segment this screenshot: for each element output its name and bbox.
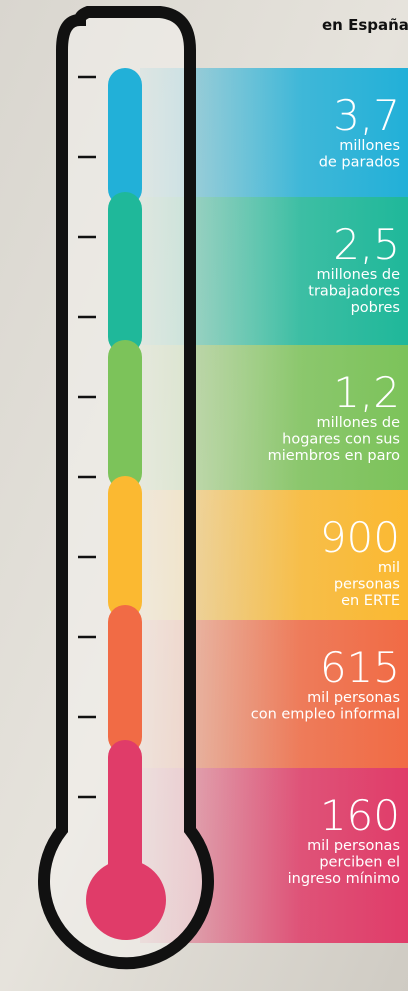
item-text: millones de <box>317 415 401 431</box>
item-text: millones <box>339 138 400 154</box>
item-text: personas <box>334 577 400 593</box>
item-value: 615 <box>320 643 400 692</box>
item-text: miembros en paro <box>268 448 401 464</box>
item-text: millones de <box>317 267 401 283</box>
item-value: 3,7 <box>333 91 400 140</box>
item-value: 160 <box>320 791 400 840</box>
infographic: 3,7millonesde parados2,5millones detraba… <box>0 0 408 991</box>
column-segment <box>108 476 142 619</box>
item-value: 2,5 <box>333 220 400 269</box>
item-text: perciben el <box>319 855 400 871</box>
item-value: 900 <box>320 513 400 562</box>
column-segment <box>108 68 142 206</box>
item-text: con empleo informal <box>251 707 400 723</box>
item-text: mil personas <box>307 838 400 854</box>
column-segment <box>108 605 142 754</box>
page: 3,7millonesde parados2,5millones detraba… <box>0 0 408 991</box>
item-text: de parados <box>319 155 400 171</box>
item-value: 1,2 <box>333 368 400 417</box>
column-segment <box>108 340 142 490</box>
item-text: hogares con sus <box>282 432 400 448</box>
column-segment <box>108 192 142 354</box>
item-text: trabajadores <box>308 284 400 300</box>
bulb <box>86 860 166 940</box>
item-text: mil <box>378 560 400 576</box>
title: en España <box>322 16 408 34</box>
item-text: pobres <box>351 300 400 316</box>
item-text: mil personas <box>307 690 400 706</box>
item-text: en ERTE <box>341 593 400 609</box>
item-text: ingreso mínimo <box>288 871 401 887</box>
